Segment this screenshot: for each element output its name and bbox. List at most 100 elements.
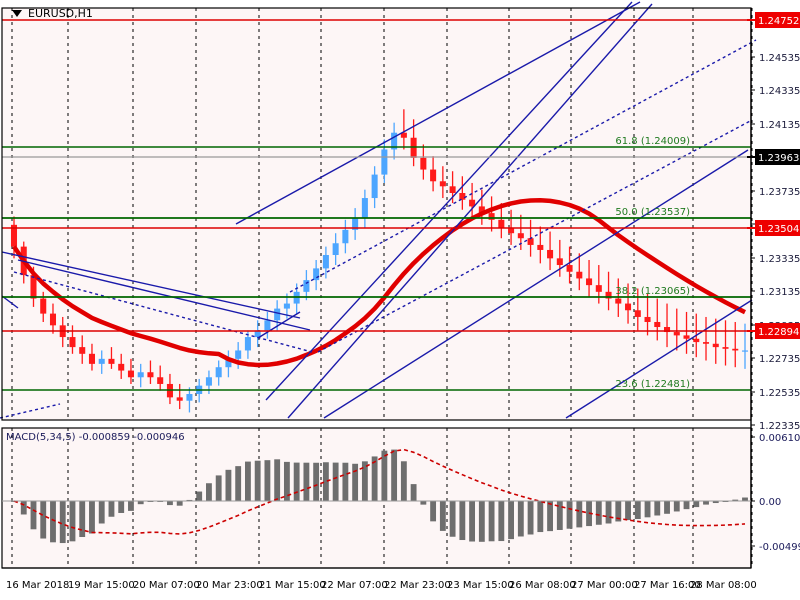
- macd-histogram-bar: [527, 501, 534, 535]
- macd-histogram-bar: [420, 501, 427, 505]
- level-tag-low[interactable]: 1.22894: [758, 327, 799, 338]
- candle-body: [683, 335, 690, 339]
- macd-histogram-bar: [693, 501, 700, 508]
- trendline-lower-left-dashed[interactable]: [0, 403, 61, 419]
- candle-body: [449, 186, 456, 194]
- macd-histogram-bar: [186, 499, 193, 501]
- macd-histogram-bar: [89, 501, 95, 534]
- level-tag-high[interactable]: 1.24752: [758, 16, 799, 27]
- trendline-rise-dashed-lower[interactable]: [317, 119, 753, 353]
- trendline-rise-main-2[interactable]: [287, 3, 653, 419]
- fib-level-label: 50.0 (1.23537): [615, 207, 690, 218]
- macd-histogram-bar: [20, 501, 27, 515]
- price-tick-label: 1.23135: [759, 287, 800, 298]
- macd-histogram-bar: [439, 501, 446, 531]
- symbol-title[interactable]: EURUSD,H1: [28, 7, 93, 20]
- candle-body: [381, 149, 388, 175]
- candle-body: [615, 298, 622, 304]
- candle-body: [702, 342, 710, 344]
- level-tag-high-bg[interactable]: [755, 12, 800, 28]
- macd-histogram-bar: [664, 501, 670, 514]
- trendline-desc-solid[interactable]: [1, 295, 19, 309]
- candle-body: [254, 330, 261, 338]
- candle-body: [488, 213, 495, 220]
- candle-body: [527, 238, 534, 245]
- candle-body: [30, 275, 37, 299]
- level-tag-mid-bg[interactable]: [755, 220, 800, 236]
- trendline-rise-main[interactable]: [265, 1, 633, 401]
- macd-histogram-bar: [264, 460, 271, 501]
- time-axis-label: 22 Mar 07:00: [321, 580, 388, 591]
- trendline-desc-solid-2[interactable]: [17, 259, 311, 331]
- candle-body: [400, 132, 407, 138]
- candle-body: [10, 224, 18, 247]
- time-axis-label: 22 Mar 23:00: [384, 580, 451, 591]
- macd-histogram-bar: [274, 459, 281, 501]
- candle-body: [625, 303, 632, 311]
- candle-body: [410, 137, 417, 158]
- macd-histogram[interactable]: [11, 449, 748, 544]
- fib-level-label: 61.8 (1.24009): [615, 136, 690, 147]
- level-tag-low-bg[interactable]: [755, 323, 800, 339]
- macd-histogram-bar: [634, 501, 641, 520]
- macd-histogram-bar: [459, 501, 466, 541]
- macd-histogram-bar: [215, 475, 222, 501]
- candle-body: [283, 303, 290, 309]
- macd-histogram-bar: [576, 501, 583, 528]
- trendline-rise-inner[interactable]: [257, 311, 301, 339]
- macd-histogram-bar: [712, 501, 719, 504]
- trendline-rise-right-2[interactable]: [565, 299, 753, 419]
- price-tick-label: 1.22535: [759, 388, 800, 399]
- candle-body: [118, 363, 125, 371]
- candle-body: [722, 347, 729, 349]
- macd-histogram-bar: [742, 497, 748, 501]
- macd-histogram-bar: [400, 461, 407, 501]
- chevron-down-icon[interactable]: [12, 10, 22, 17]
- macd-histogram-bar: [128, 501, 134, 511]
- macd-histogram-bar: [59, 501, 66, 544]
- candle-body: [69, 337, 76, 348]
- trendline-rise-dashed-upper[interactable]: [289, 39, 757, 293]
- candle-body: [469, 199, 476, 207]
- candle-body: [498, 219, 505, 229]
- candle-body: [342, 229, 349, 244]
- price-panel-background[interactable]: [2, 8, 751, 420]
- candle-body: [303, 280, 310, 292]
- time-axis-label: 27 Mar 00:00: [571, 580, 638, 591]
- candle-body: [215, 367, 222, 378]
- candle-body: [556, 258, 563, 266]
- candle-body: [634, 310, 641, 317]
- level-tag-mid[interactable]: 1.23504: [758, 224, 799, 235]
- time-axis-label: 23 Mar 15:00: [447, 580, 514, 591]
- candle-body: [576, 271, 583, 279]
- macd-histogram-bar: [225, 469, 232, 501]
- candle-body: [264, 320, 271, 331]
- time-axis-label: 20 Mar 23:00: [196, 580, 263, 591]
- candle-body: [137, 372, 144, 378]
- current-price-tag-bg[interactable]: [755, 149, 800, 165]
- macd-histogram-bar: [615, 501, 622, 522]
- macd-scale-label: 0.006101: [759, 433, 800, 444]
- macd-histogram-bar: [235, 466, 242, 501]
- trendline-desc-upper[interactable]: [1, 251, 301, 319]
- macd-histogram-bar: [303, 462, 310, 501]
- candle-body: [332, 243, 339, 255]
- trendline-rise-right[interactable]: [323, 149, 749, 419]
- macd-histogram-bar: [30, 501, 37, 530]
- candle-body: [147, 372, 154, 378]
- macd-histogram-bar: [644, 501, 651, 518]
- trendline-rise-upper[interactable]: [235, 1, 641, 225]
- macd-histogram-bar: [547, 501, 553, 532]
- time-axis-label: 27 Mar 16:00: [634, 580, 701, 591]
- macd-histogram-bar: [342, 462, 349, 501]
- price-tick-label: 1.23735: [759, 187, 800, 198]
- candle-body: [244, 337, 251, 351]
- macd-signal-line: [13, 448, 746, 535]
- macd-histogram-bar: [254, 460, 261, 501]
- time-axis-label: 28 Mar 08:00: [690, 580, 757, 591]
- candle-body: [157, 377, 164, 384]
- macd-scale-label: -0.00499: [759, 542, 800, 553]
- current-price-tag[interactable]: 1.23963: [758, 153, 799, 164]
